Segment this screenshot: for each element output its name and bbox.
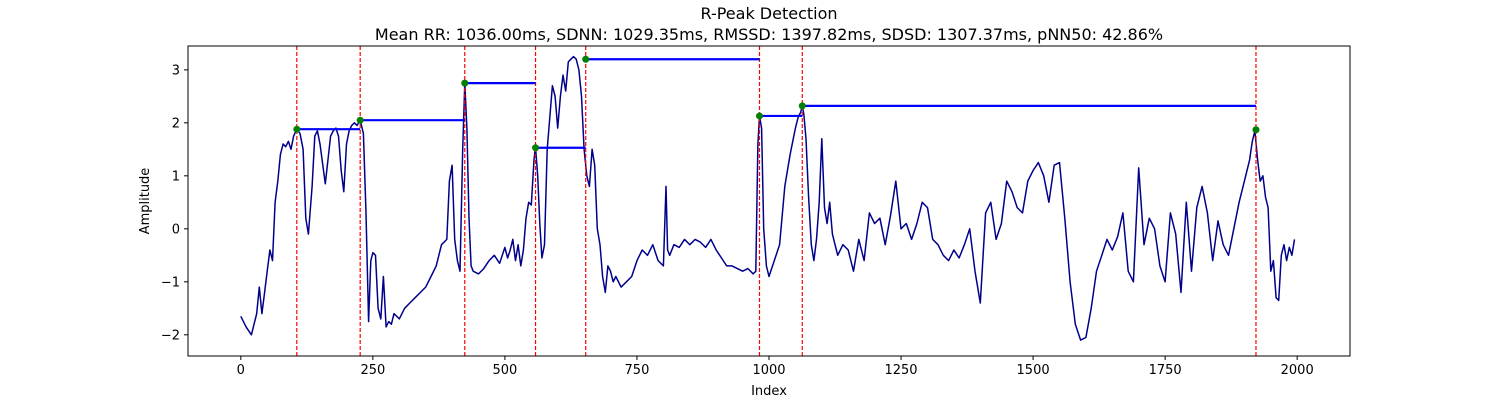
chart-subtitle: Mean RR: 1036.00ms, SDNN: 1029.35ms, RMS… [375,25,1163,44]
peak-marker [798,102,806,110]
peak-marker [1252,126,1260,134]
plot-frame [187,45,1351,357]
y-tick-label: 3 [172,63,180,78]
x-axis-label: Index [751,384,787,399]
peak-marker [356,116,364,124]
plot-content [240,46,1296,356]
y-tick-label: 2 [172,116,180,131]
y-axis: −2 −1 0 1 2 3 [161,63,188,343]
x-tick-label: 1000 [752,363,785,378]
x-tick-label: 2000 [1281,363,1314,378]
x-tick-label: 250 [360,363,385,378]
peak-marker [755,112,763,120]
y-tick-label: 1 [172,169,180,184]
y-tick-label: −2 [161,328,180,343]
x-tick-label: 1750 [1149,363,1182,378]
x-tick-label: 1250 [884,363,917,378]
x-tick-label: 1500 [1017,363,1050,378]
y-tick-label: −1 [161,275,180,290]
peak-marker [293,125,301,133]
peak-marker [461,79,469,87]
x-tick-label: 500 [492,363,517,378]
signal-line [240,55,1296,341]
x-tick-label: 750 [625,363,650,378]
peak-marker [532,144,540,152]
peak-marker [582,55,590,63]
y-axis-label: Amplitude [138,168,153,235]
x-tick-label: 0 [237,363,245,378]
y-tick-label: 0 [172,222,180,237]
x-axis: 0 250 500 750 1000 1250 1500 1750 2000 [237,356,1314,378]
chart-title: R-Peak Detection [700,4,837,23]
